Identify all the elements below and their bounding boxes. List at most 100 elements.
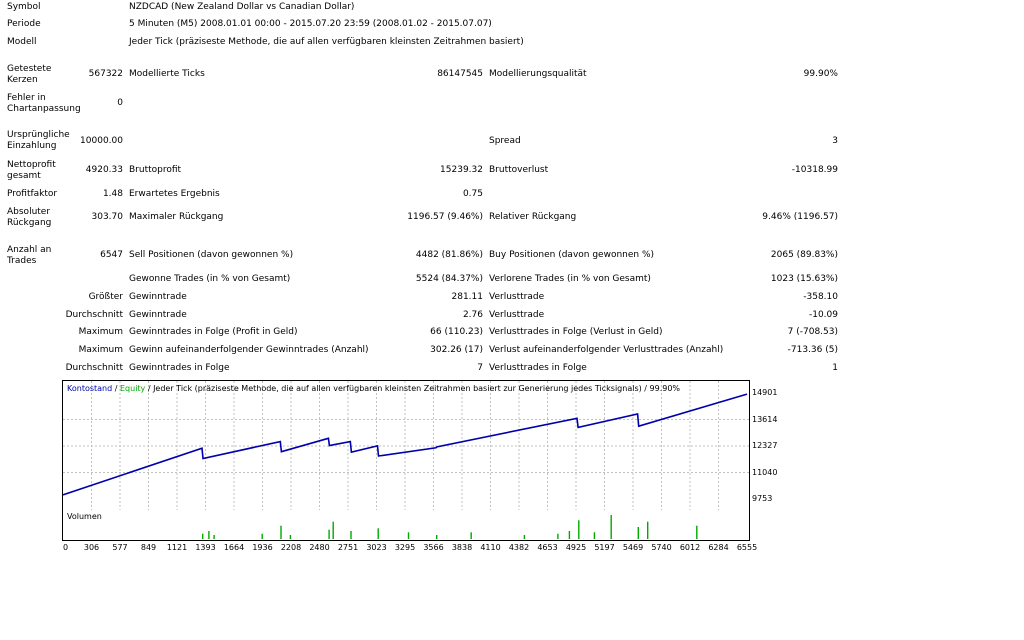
reldd-value: 9.46% (1196.57) <box>762 212 838 222</box>
x-tick-label: 6555 <box>736 543 758 552</box>
y-tick-label: 13614 <box>752 414 778 424</box>
bars-value: 567322 <box>88 69 123 79</box>
period-label: Periode <box>7 19 41 29</box>
volume-chart-svg <box>202 515 698 539</box>
buy-label: Buy Positionen (davon gewonnen %) <box>489 250 655 260</box>
largest-loss-value: -358.10 <box>803 292 838 302</box>
expected-value: 0.75 <box>462 189 483 199</box>
quality-label: Modellierungsqualität <box>489 69 587 79</box>
avg-label: Durchschnitt <box>65 310 123 320</box>
symbol-label: Symbol <box>7 2 41 12</box>
volume-bar <box>696 525 698 539</box>
volume-bar <box>470 532 472 539</box>
bars-label: Getestete Kerzen <box>7 64 52 85</box>
x-tick-label: 6284 <box>708 543 729 552</box>
balance-chart: Kontostand / Equity / Jeder Tick (präzis… <box>62 380 750 512</box>
avg2-label: Durchschnitt <box>65 363 123 373</box>
avg-loss-label: Verlusttrade <box>489 310 545 320</box>
y-tick-label: 11040 <box>752 467 778 477</box>
trades-label: Anzahl an Trades <box>7 245 52 266</box>
ticks-value: 86147545 <box>437 69 483 79</box>
expected-label: Erwartetes Ergebnis <box>129 189 220 199</box>
sell-label: Sell Positionen (davon gewonnen %) <box>129 250 294 260</box>
max-consec-loss-value: -713.36 (5) <box>787 345 838 355</box>
max-consec-losses-value: 7 (-708.53) <box>787 327 838 337</box>
y-tick-label: 12327 <box>752 441 778 450</box>
lost-value: 1023 (15.63%) <box>770 274 838 284</box>
x-tick-label: 4925 <box>565 543 587 552</box>
legend-balance: Kontostand <box>67 384 113 393</box>
volume-bar <box>523 535 526 539</box>
quality-value: 99.90% <box>803 69 838 79</box>
x-tick-label: 4110 <box>480 543 501 552</box>
deposit-value: 10000.00 <box>80 136 123 146</box>
volume-bar <box>328 529 330 539</box>
volume-bar <box>593 532 596 539</box>
ticks-label: Modellierte Ticks <box>129 69 205 79</box>
volume-bar <box>208 531 210 539</box>
volume-bar <box>280 525 282 539</box>
x-tick-label: 3023 <box>366 543 387 552</box>
volume-bar <box>637 527 639 539</box>
avg-win-label: Gewinntrade <box>129 310 187 320</box>
period-value: 5 Minuten (M5) 2008.01.01 00:00 - 2015.0… <box>129 19 492 29</box>
legend-separator: / <box>112 384 120 393</box>
reldd-label: Relativer Rückgang <box>489 212 577 222</box>
volume-bar <box>350 531 352 539</box>
x-tick-label: 0 <box>63 543 69 552</box>
won-label: Gewonne Trades (in % von Gesamt) <box>129 274 291 284</box>
spread-label: Spread <box>489 136 521 146</box>
maxdd-value: 1196.57 (9.46%) <box>407 212 483 222</box>
lost-label: Verlorene Trades (in % von Gesamt) <box>489 274 651 284</box>
x-tick-label: 2208 <box>280 543 302 552</box>
max-consec-losses-label: Verlusttrades in Folge (Verlust in Geld) <box>489 327 663 337</box>
volume-panel: Volumen <box>62 510 750 541</box>
largest-loss-label: Verlusttrade <box>489 292 545 302</box>
volume-bar <box>213 535 215 539</box>
x-tick-label: 1664 <box>223 543 245 552</box>
netprofit-value: 4920.33 <box>85 165 123 175</box>
sell-value: 4482 (81.86%) <box>415 250 483 260</box>
x-tick-label: 3566 <box>423 543 444 552</box>
model-label: Modell <box>7 37 37 47</box>
spread-value: 3 <box>832 136 838 146</box>
grossprofit-label: Bruttoprofit <box>129 165 182 175</box>
grossloss-value: -10318.99 <box>791 165 838 175</box>
avg-win-value: 2.76 <box>462 310 483 320</box>
x-tick-label: 3295 <box>394 543 416 552</box>
x-tick-label: 6012 <box>679 543 701 552</box>
volume-bar <box>261 533 263 539</box>
absdd-value: 303.70 <box>91 212 124 222</box>
volume-bar <box>202 533 204 539</box>
volume-bar <box>289 535 292 539</box>
x-tick-label: 5469 <box>622 543 644 552</box>
absdd-label: Absoluter Rückgang <box>7 207 52 228</box>
mismatch-label: Fehler in Chartanpassung <box>7 93 81 114</box>
volume-bar <box>647 521 649 539</box>
x-tick-label: 849 <box>140 543 157 552</box>
grossprofit-value: 15239.32 <box>440 165 483 175</box>
legend-description: / Jeder Tick (präziseste Methode, die au… <box>145 384 681 393</box>
legend-equity: Equity <box>119 384 146 393</box>
x-tick-label: 5197 <box>594 543 615 552</box>
avg-loss-value: -10.09 <box>808 310 838 320</box>
volume-bar <box>332 521 334 539</box>
max-consec-profit-value: 302.26 (17) <box>430 345 483 355</box>
max2-label: Maximum <box>78 345 123 355</box>
y-tick-label: 14901 <box>752 388 778 397</box>
volume-bar <box>407 532 410 539</box>
y-tick-label: 9753 <box>752 494 773 503</box>
max1-label: Maximum <box>78 327 123 337</box>
max-consec-profit-label: Gewinn aufeinanderfolgender Gewinntrades… <box>129 345 369 355</box>
avg-consec-losses-label: Verlusttrades in Folge <box>489 363 587 373</box>
avg-consec-wins-value: 7 <box>477 363 483 373</box>
model-value: Jeder Tick (präziseste Methode, die auf … <box>129 37 524 47</box>
x-tick-label: 577 <box>112 543 128 552</box>
avg-consec-losses-value: 1 <box>832 363 838 373</box>
x-tick-label: 306 <box>83 543 100 552</box>
volume-bar <box>377 528 379 539</box>
x-tick-label: 3838 <box>451 543 473 552</box>
mismatch-value: 0 <box>117 98 123 108</box>
x-tick-label: 5740 <box>651 543 672 552</box>
balance-line <box>63 393 748 496</box>
